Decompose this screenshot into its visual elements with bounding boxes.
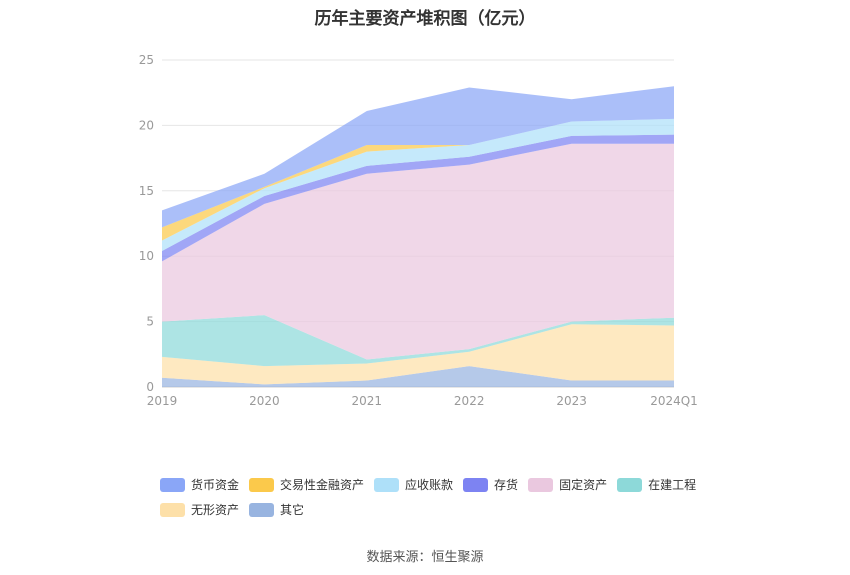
legend-item[interactable]: 交易性金融资产 xyxy=(249,472,364,497)
legend-swatch xyxy=(249,477,275,492)
legend-swatch xyxy=(249,502,275,517)
legend-item[interactable]: 在建工程 xyxy=(617,472,696,497)
legend-item[interactable]: 固定资产 xyxy=(528,472,607,497)
x-tick-label: 2023 xyxy=(556,394,587,408)
data-source: 数据来源：恒生聚源 xyxy=(366,550,484,565)
legend-swatch xyxy=(528,477,554,492)
x-tick-label: 2019 xyxy=(147,394,178,408)
legend-label: 货币资金 xyxy=(191,478,240,492)
x-tick-label: 2020 xyxy=(249,394,280,408)
y-tick-label: 0 xyxy=(146,380,154,394)
y-tick-label: 15 xyxy=(139,184,154,198)
legend-label: 其它 xyxy=(280,503,305,517)
legend-label: 无形资产 xyxy=(191,503,240,517)
legend-swatch xyxy=(160,502,185,517)
legend-label: 交易性金融资产 xyxy=(280,478,365,492)
legend-swatch xyxy=(160,477,185,492)
legend-swatch xyxy=(617,477,643,492)
legend-swatch xyxy=(463,477,489,492)
legend-label: 存货 xyxy=(494,478,519,492)
x-tick-label: 2022 xyxy=(454,394,485,408)
area-series xyxy=(162,86,674,387)
y-tick-label: 5 xyxy=(146,315,154,329)
legend-item[interactable]: 应收账款 xyxy=(374,472,453,497)
x-tick-label: 2021 xyxy=(352,394,383,408)
area-货币资金[interactable] xyxy=(162,86,674,228)
area-存货[interactable] xyxy=(162,134,674,262)
legend-label: 应收账款 xyxy=(405,478,454,492)
legend-item[interactable]: 无形资产 xyxy=(160,497,239,522)
legend-label: 在建工程 xyxy=(648,478,697,492)
legend: 货币资金 交易性金融资产 应收账款 存货 固定资产 在建工程无形资产 其它 xyxy=(160,472,720,522)
legend-item[interactable]: 货币资金 xyxy=(160,472,239,497)
legend-item[interactable]: 存货 xyxy=(463,472,518,497)
legend-item[interactable]: 其它 xyxy=(249,497,304,522)
area-在建工程[interactable] xyxy=(162,315,674,367)
y-tick-label: 10 xyxy=(139,249,154,263)
y-tick-label: 20 xyxy=(139,118,154,132)
chart-title: 历年主要资产堆积图（亿元） xyxy=(314,9,536,29)
area-固定资产[interactable] xyxy=(162,143,674,360)
legend-label: 固定资产 xyxy=(559,478,608,492)
y-tick-label: 25 xyxy=(139,53,154,67)
axes: 0 5 10 15 20 25 2019 2020 2021 2022 2023 2024Q1 xyxy=(139,53,698,408)
x-tick-label: 2024Q1 xyxy=(650,394,698,408)
area-无形资产[interactable] xyxy=(162,324,674,385)
legend-swatch xyxy=(374,477,400,492)
area-应收账款[interactable] xyxy=(162,118,674,252)
area-其它[interactable] xyxy=(162,366,674,387)
